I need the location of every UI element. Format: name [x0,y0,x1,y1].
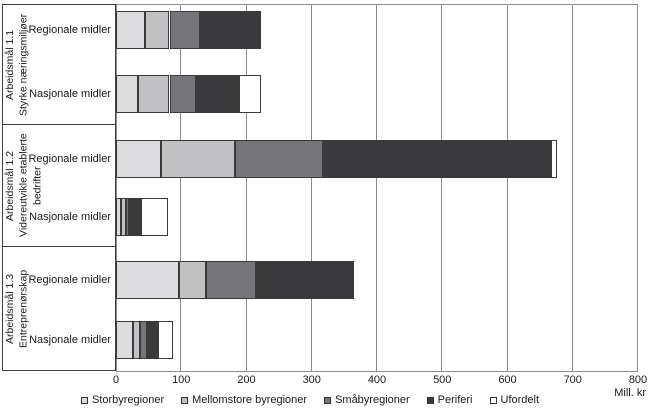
bar-segment [144,11,170,49]
legend-marker-storbyregioner [80,396,88,404]
group-title: Arbeidsmål 1.1 [4,29,16,100]
legend-item: Småbyregioner [324,394,410,406]
category-axis: Arbeidsmål 1.1 Styrke næringsmiljøer Regio… [2,4,116,371]
bar-segment [238,75,261,113]
legend-label: Småbyregioner [335,394,410,406]
bar-segment [256,261,354,299]
x-tick-label: 600 [498,374,517,386]
gridline-600 [506,5,508,371]
bar-segment [206,261,257,299]
x-tick-label: 100 [172,374,191,386]
axis-unit-label: Mill. kr [614,387,646,399]
bar-segment [179,261,207,299]
group-box: Arbeidsmål 1.3 Entreprenørskap Regionale m… [2,246,116,371]
bar-label: Nasjonale midler [29,334,111,346]
gridline-300 [310,5,312,371]
bar-segment [146,321,158,359]
bar-segment [116,75,139,113]
gridline-700 [571,5,573,371]
group-rows: Regionale midler Nasjonale midler [28,247,115,370]
legend: Storbyregioner Mellomstore byregioner Småb… [0,392,620,408]
plot-area [116,4,638,372]
bar-segment [161,140,236,178]
gridline-0 [116,5,117,371]
group-label: Arbeidsmål 1.3 Entreprenørskap [3,247,34,370]
group-label: Arbeidsmål 1.2 Videreutvikle etablerte be… [3,125,48,246]
legend-label: Storbyregioner [91,394,165,406]
bar-label: Regionale midler [28,153,111,165]
bar-label: Regionale midler [28,24,111,36]
bar-label: Nasjonale midler [29,211,111,223]
legend-label: Mellomstore byregioner [192,394,308,406]
legend-item: Storbyregioner [80,394,165,406]
bar-segment [116,140,162,178]
x-tick-label: 300 [302,374,321,386]
bar-segment [141,198,169,236]
bar-segment [120,198,126,236]
legend-marker-småbyregioner [324,396,332,404]
bar-segment [199,11,261,49]
bar-segment [116,261,180,299]
group-subtitle: Entreprenørskap [17,269,30,348]
bar-segment [169,75,196,113]
bar-segment [323,140,551,178]
gridline-400 [376,5,377,371]
group-label: Arbeidsmål 1.1 Styrke næringsmiljøer [3,5,34,124]
gridline-200 [245,5,247,371]
legend-marker-periferi [426,396,434,404]
x-tick-label: 700 [563,374,582,386]
group-subtitle: Videreutvikle etablerte bedrifter [17,133,44,238]
gridline-500 [441,5,443,371]
group-box: Arbeidsmål 1.1 Styrke næringsmiljøer Regio… [2,4,116,125]
bar-segment [138,75,170,113]
gridline-100 [180,5,182,371]
group-title: Arbeidsmål 1.2 [4,150,16,221]
legend-item: Ufordelt [489,394,540,406]
bar-segment [140,321,147,359]
x-tick-label: 800 [628,374,648,386]
legend-item: Periferi [426,394,473,406]
x-tick-label: 400 [367,374,387,386]
bar-segment [235,140,324,178]
legend-label: Periferi [437,394,473,406]
bar-segment [550,140,558,178]
legend-marker-ufordelt [489,396,497,404]
bar-segment [169,11,200,49]
bar-segment [125,198,130,236]
bar-label: Regionale midler [28,274,111,286]
bar-label: Nasjonale midler [29,88,111,100]
legend-label: Ufordelt [500,394,540,406]
bar-segment [129,198,142,236]
bar-segment [195,75,239,113]
gridline-800 [637,5,638,371]
x-tick-label: 0 [112,374,120,386]
bar-segment [157,321,174,359]
legend-item: Mellomstore byregioner [181,394,307,406]
bar-segment [116,321,133,359]
group-title: Arbeidsmål 1.3 [4,273,16,344]
x-tick-label: 500 [433,374,452,386]
group-rows: Regionale midler Nasjonale midler [28,125,115,246]
bar-segment [116,198,121,236]
bar-segment [116,11,145,49]
x-tick-label: 200 [237,374,256,386]
group-box: Arbeidsmål 1.2 Videreutvikle etablerte be… [2,124,116,247]
bar-segment [132,321,141,359]
group-rows: Regionale midler Nasjonale midler [28,5,115,124]
legend-marker-mellomstore-byregioner [181,396,189,404]
